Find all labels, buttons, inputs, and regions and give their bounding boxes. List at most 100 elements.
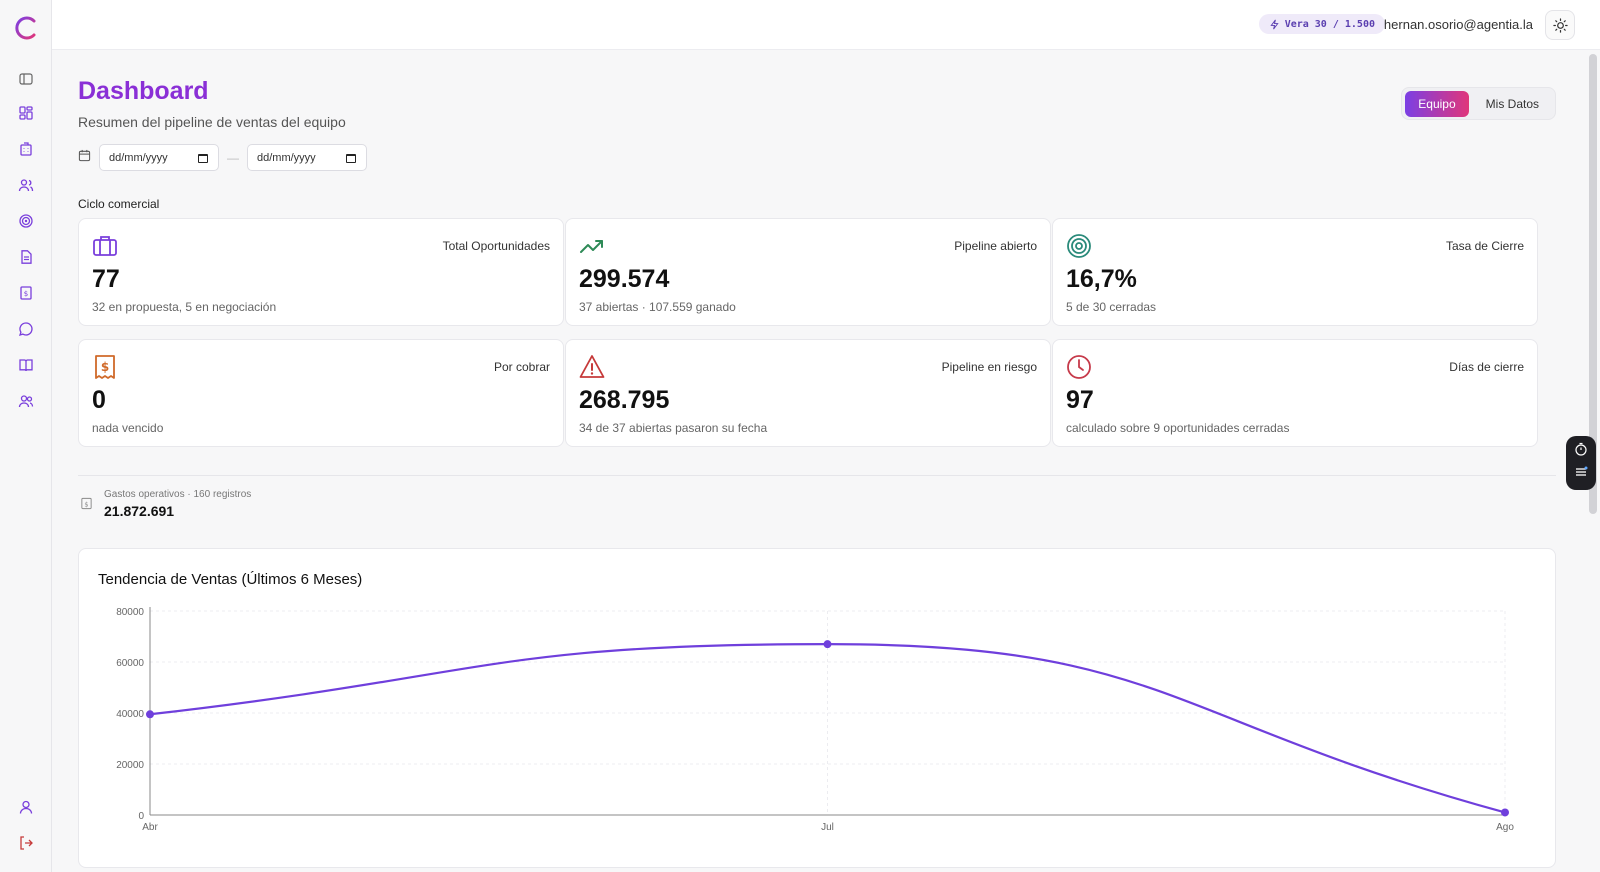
card-open-pipeline[interactable]: Pipeline abierto 299.574 37 abiertas · 1… bbox=[565, 218, 1051, 326]
svg-text:$: $ bbox=[101, 360, 109, 374]
operating-expenses[interactable]: $ Gastos operativos · 160 registros 21.8… bbox=[80, 489, 251, 519]
building-icon bbox=[20, 142, 32, 156]
target-icon bbox=[19, 214, 33, 228]
expense-label: Gastos operativos · 160 registros bbox=[104, 489, 252, 500]
card-close-rate[interactable]: Tasa de Cierre 16,7% 5 de 30 cerradas bbox=[1052, 218, 1538, 326]
sidebar-item-dashboard[interactable] bbox=[15, 102, 37, 124]
user-icon bbox=[19, 800, 33, 814]
card-label: Por cobrar bbox=[493, 360, 550, 374]
document-icon bbox=[21, 250, 32, 264]
section-label: Ciclo comercial bbox=[78, 197, 160, 211]
sidebar-item-documents[interactable] bbox=[15, 246, 37, 268]
theme-toggle-button[interactable] bbox=[1545, 10, 1575, 40]
date-from-placeholder: dd/mm/yyyy bbox=[109, 151, 168, 164]
briefcase-icon bbox=[92, 233, 118, 259]
sidebar-item-profile[interactable] bbox=[15, 796, 37, 818]
timer-button[interactable] bbox=[1574, 442, 1588, 461]
trending-up-icon bbox=[579, 233, 605, 259]
users-icon bbox=[18, 179, 34, 192]
expense-value: 21.872.691 bbox=[104, 503, 175, 519]
credits-badge[interactable]: Vera 30 / 1.500 bbox=[1258, 14, 1385, 34]
card-label: Pipeline abierto bbox=[954, 239, 1037, 253]
page-title: Dashboard bbox=[78, 77, 209, 105]
sidebar-item-chat[interactable] bbox=[15, 318, 37, 340]
date-separator: — bbox=[227, 150, 239, 165]
scrollbar[interactable] bbox=[1589, 54, 1597, 514]
card-total-opportunities[interactable]: Total Oportunidades 77 32 en propuesta, … bbox=[78, 218, 564, 326]
y-tick-label: 0 bbox=[138, 811, 144, 822]
sidebar-item-contacts[interactable] bbox=[15, 174, 37, 196]
sidebar-item-team[interactable] bbox=[15, 390, 37, 412]
menu-button[interactable] bbox=[1574, 465, 1588, 484]
date-to-placeholder: dd/mm/yyyy bbox=[257, 151, 316, 164]
receipt-icon: $ bbox=[20, 286, 32, 300]
lightning-icon bbox=[1270, 19, 1279, 29]
date-picker-icon bbox=[346, 153, 356, 163]
app-logo[interactable] bbox=[12, 14, 40, 42]
date-picker-icon bbox=[198, 153, 208, 163]
card-label: Pipeline en riesgo bbox=[941, 360, 1037, 374]
sidebar: $ bbox=[0, 0, 52, 872]
x-tick-label: Abr bbox=[142, 822, 158, 833]
toggle-option-my-data[interactable]: Mis Datos bbox=[1485, 97, 1539, 111]
chat-icon bbox=[18, 322, 33, 337]
topbar: Vera 30 / 1.500 hernan.osorio@agentia.la bbox=[52, 0, 1600, 50]
logout-button[interactable] bbox=[15, 832, 37, 854]
card-subtext: calculado sobre 9 oportunidades cerradas bbox=[1066, 421, 1290, 435]
card-days-to-close[interactable]: Días de cierre 97 calculado sobre 9 opor… bbox=[1052, 339, 1538, 447]
sidebar-item-targets[interactable] bbox=[15, 210, 37, 232]
card-subtext: 5 de 30 cerradas bbox=[1066, 300, 1157, 314]
card-receivables[interactable]: $ Por cobrar 0 nada vencido bbox=[78, 339, 564, 447]
dashboard-icon bbox=[19, 106, 33, 120]
sales-trend-chart: Tendencia de Ventas (Últimos 6 Meses) 0 2… bbox=[78, 548, 1556, 868]
section-divider bbox=[78, 475, 1556, 476]
card-value: 0 bbox=[92, 386, 106, 414]
card-label: Total Oportunidades bbox=[442, 239, 550, 253]
y-tick-label: 40000 bbox=[116, 709, 144, 720]
book-icon bbox=[19, 359, 33, 372]
card-value: 299.574 bbox=[579, 265, 670, 293]
logout-icon bbox=[20, 836, 33, 850]
date-from-input[interactable]: dd/mm/yyyy bbox=[99, 144, 219, 171]
calendar-icon bbox=[78, 149, 91, 167]
card-subtext: 32 en propuesta, 5 en negociación bbox=[92, 300, 277, 314]
sidebar-item-companies[interactable] bbox=[15, 138, 37, 160]
card-subtext: 34 de 37 abiertas pasaron su fecha bbox=[579, 421, 768, 435]
data-point bbox=[1501, 808, 1509, 817]
sun-icon bbox=[1552, 17, 1568, 33]
svg-text:$: $ bbox=[84, 500, 88, 508]
sidebar-item-invoices[interactable]: $ bbox=[15, 282, 37, 304]
main-content: Dashboard Resumen del pipeline de ventas… bbox=[52, 51, 1582, 872]
view-toggle: Equipo Mis Datos bbox=[1401, 87, 1556, 120]
y-tick-label: 20000 bbox=[116, 760, 144, 771]
card-subtext: nada vencido bbox=[92, 421, 164, 435]
receipt-icon: $ bbox=[92, 354, 118, 380]
credits-text: Vera 30 / 1.500 bbox=[1284, 18, 1375, 30]
x-tick-label: Jul bbox=[821, 822, 834, 833]
date-to-input[interactable]: dd/mm/yyyy bbox=[247, 144, 367, 171]
card-value: 268.795 bbox=[579, 386, 670, 414]
data-point bbox=[823, 640, 832, 649]
toggle-option-team[interactable]: Equipo bbox=[1405, 91, 1469, 117]
sidebar-toggle-icon[interactable] bbox=[15, 68, 37, 90]
team-icon bbox=[18, 395, 34, 408]
sidebar-item-knowledge[interactable] bbox=[15, 354, 37, 376]
card-pipeline-at-risk[interactable]: Pipeline en riesgo 268.795 34 de 37 abie… bbox=[565, 339, 1051, 447]
card-subtext: 37 abiertas · 107.559 ganado bbox=[579, 300, 736, 314]
y-tick-label: 60000 bbox=[116, 658, 144, 669]
target-icon bbox=[1066, 233, 1092, 259]
y-tick-label: 80000 bbox=[116, 607, 144, 618]
chart-title: Tendencia de Ventas (Últimos 6 Meses) bbox=[98, 571, 363, 588]
floating-tools bbox=[1566, 436, 1596, 490]
menu-icon bbox=[1576, 466, 1588, 476]
card-value: 16,7% bbox=[1066, 265, 1137, 293]
date-range-filter: dd/mm/yyyy — dd/mm/yyyy bbox=[78, 144, 367, 171]
warning-icon bbox=[579, 354, 605, 380]
svg-text:$: $ bbox=[24, 290, 28, 298]
data-point bbox=[146, 710, 154, 719]
card-label: Días de cierre bbox=[1449, 360, 1524, 374]
card-value: 97 bbox=[1066, 386, 1094, 414]
timer-icon bbox=[1575, 442, 1587, 456]
page-subtitle: Resumen del pipeline de ventas del equip… bbox=[78, 114, 346, 130]
user-email[interactable]: hernan.osorio@agentia.la bbox=[1383, 17, 1533, 32]
